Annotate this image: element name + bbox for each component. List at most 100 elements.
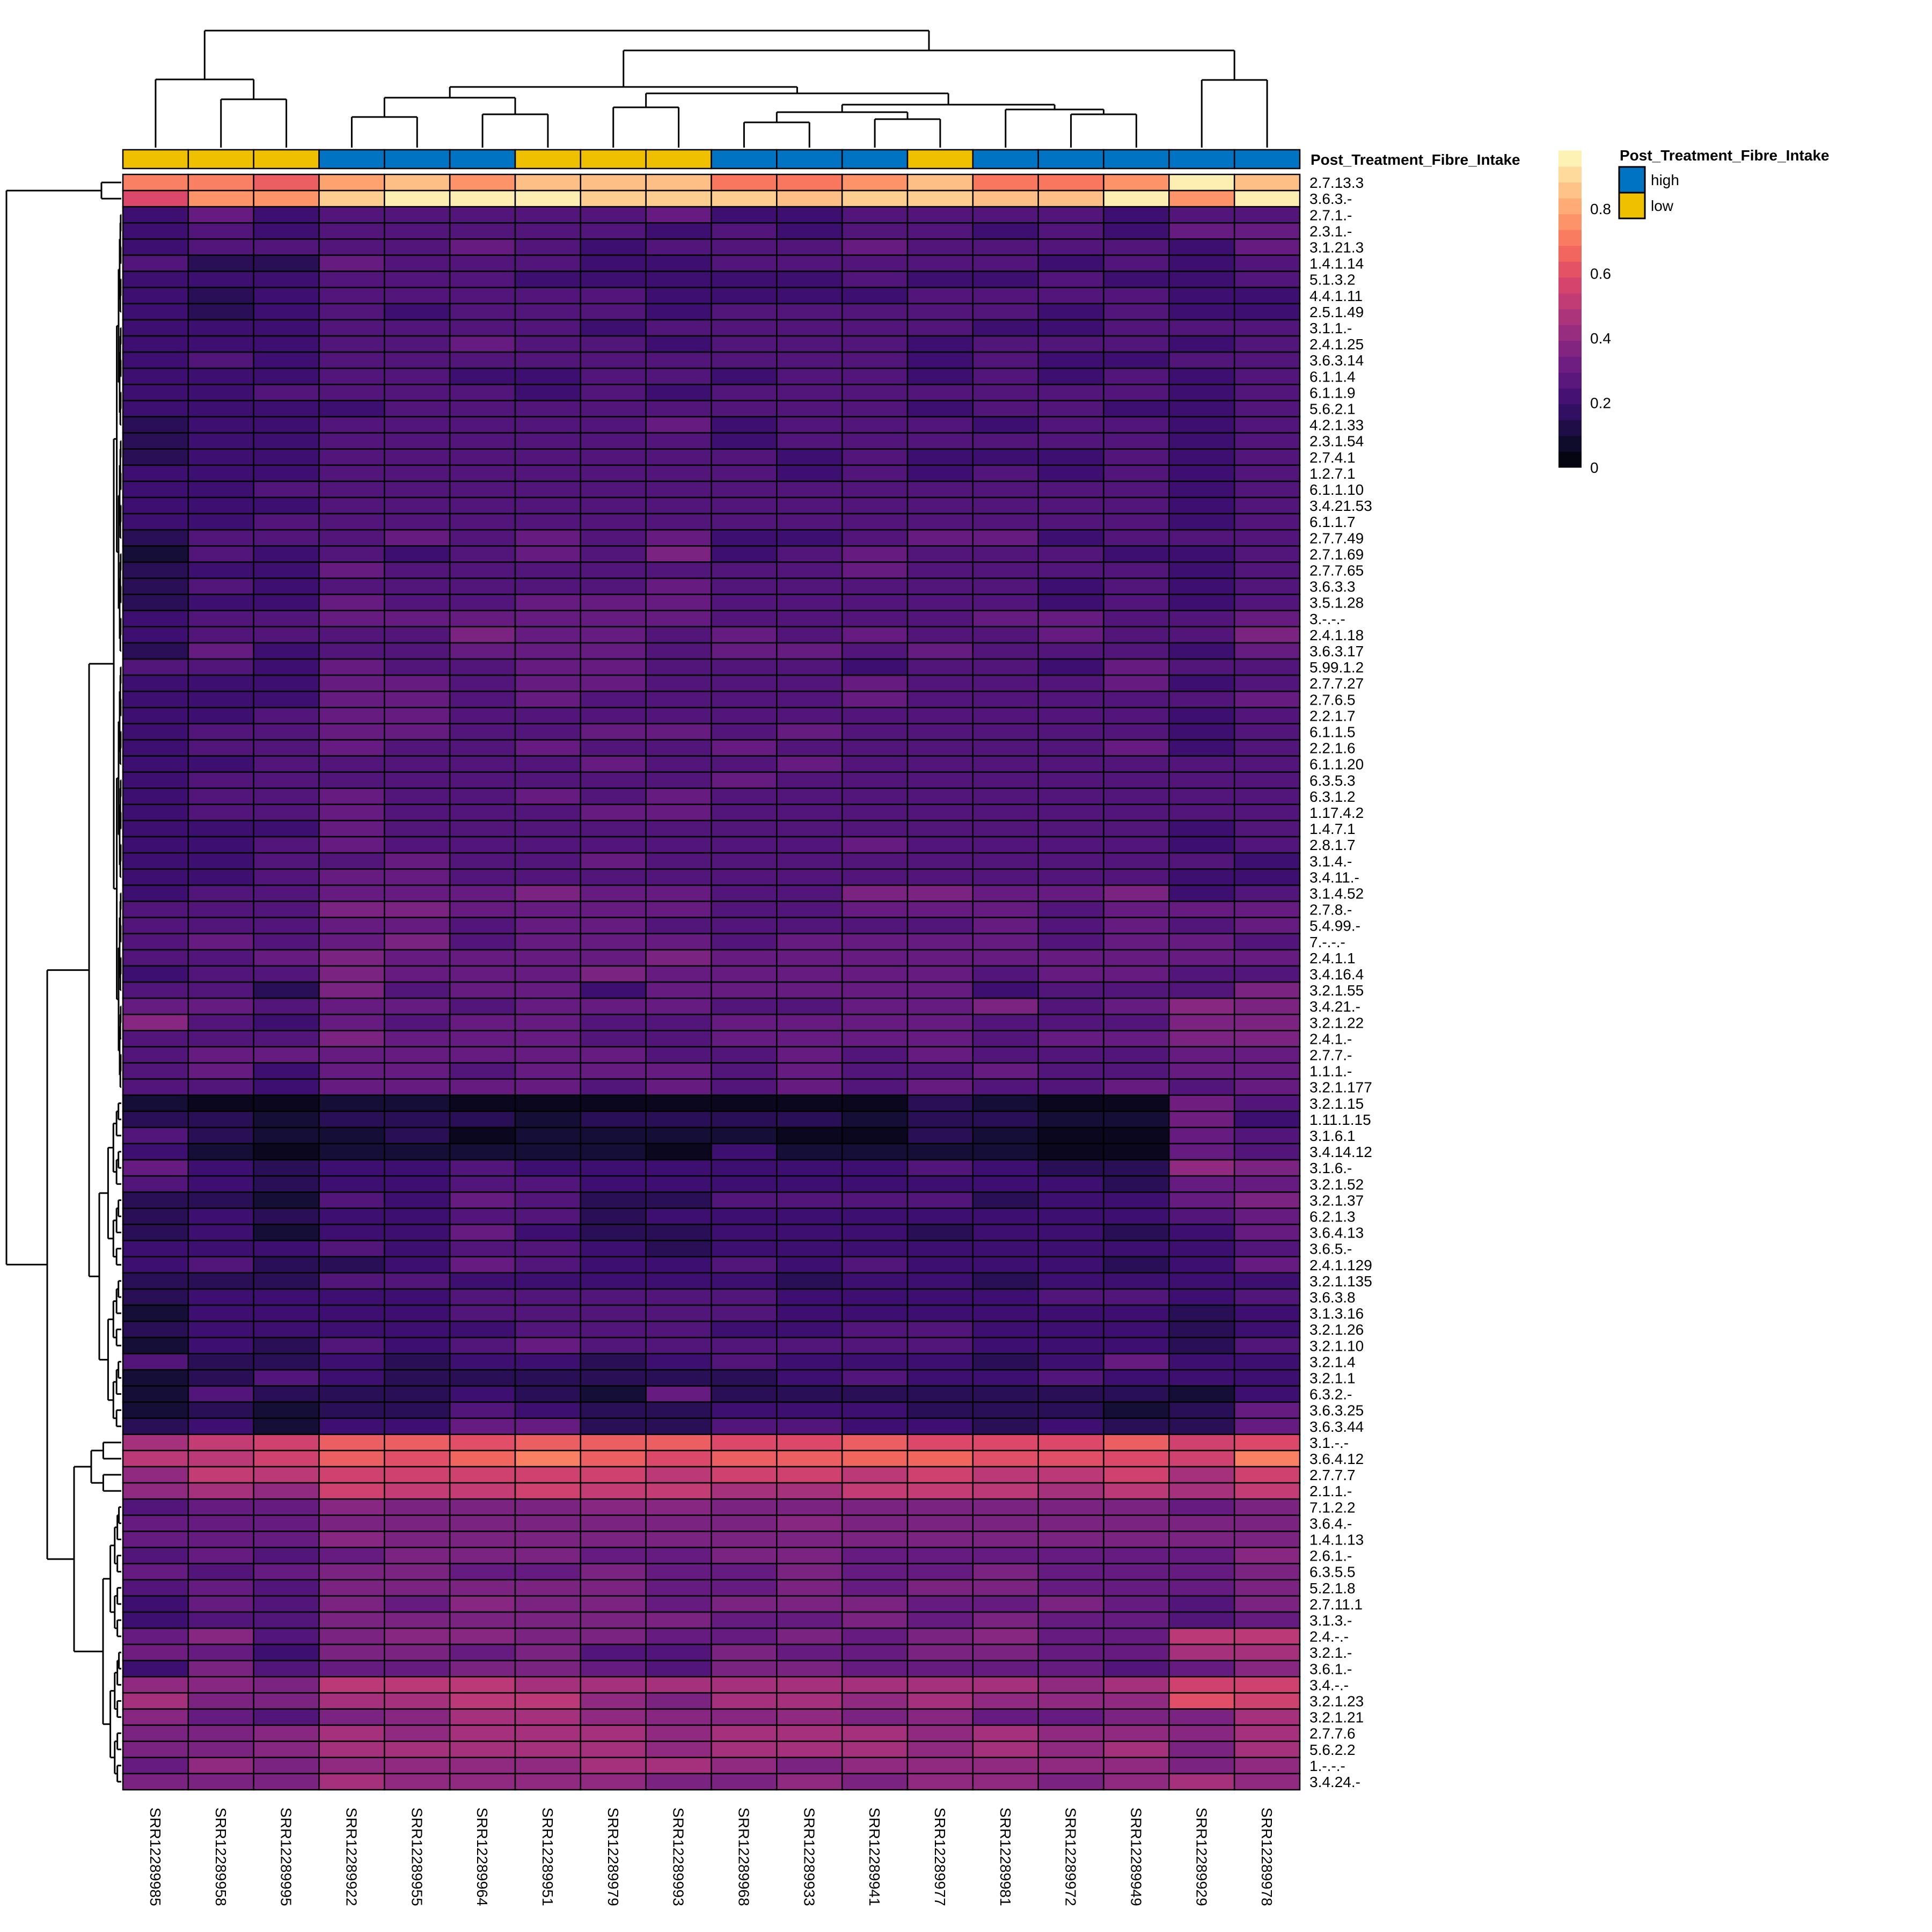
heatmap-cell (1233, 819, 1301, 838)
heatmap-cell (253, 1126, 320, 1145)
heatmap-cell (580, 642, 647, 660)
heatmap-cell (580, 1030, 647, 1048)
heatmap-cell (514, 1385, 582, 1403)
legend-level-label: high (1651, 172, 1679, 188)
heatmap-cell (253, 1272, 320, 1290)
heatmap-cell (580, 868, 647, 886)
heatmap-cell (122, 351, 189, 369)
row-label: 6.2.1.3 (1309, 1208, 1356, 1225)
heatmap-cell (841, 1288, 909, 1306)
heatmap-cell (1037, 723, 1104, 741)
heatmap-cell (253, 933, 320, 951)
heatmap-cell (449, 1757, 516, 1775)
heatmap-cell (384, 787, 451, 806)
heatmap-cell (972, 1159, 1039, 1177)
heatmap-cell (1168, 610, 1235, 628)
heatmap-cell (318, 254, 385, 272)
heatmap-cell (1233, 335, 1301, 353)
heatmap-cell (514, 819, 582, 838)
heatmap-cell (645, 1288, 712, 1306)
heatmap-cell (1103, 1708, 1170, 1726)
heatmap-cell (1103, 1676, 1170, 1694)
heatmap-cell (711, 416, 778, 434)
heatmap-cell (906, 464, 974, 482)
heatmap-cell (187, 173, 254, 192)
heatmap-cell (906, 1611, 974, 1629)
heatmap-cell (906, 1353, 974, 1371)
heatmap-cell (122, 868, 189, 886)
heatmap-cell (253, 416, 320, 434)
heatmap-cell (1037, 513, 1104, 531)
heatmap-cell (1168, 1143, 1235, 1161)
heatmap-cell (711, 1288, 778, 1306)
heatmap-cell (972, 254, 1039, 272)
heatmap-cell (711, 1433, 778, 1452)
heatmap-cell (1233, 1175, 1301, 1193)
heatmap-cell (384, 173, 451, 192)
heatmap-cell (253, 1191, 320, 1209)
heatmap-cell (514, 1208, 582, 1225)
heatmap-cell (449, 561, 516, 579)
heatmap-cell (580, 917, 647, 934)
heatmap-cell (514, 319, 582, 337)
column-label: SRR12289978 (1258, 1807, 1275, 1906)
heatmap-cell (318, 1482, 385, 1500)
heatmap-cell (449, 1224, 516, 1241)
heatmap-cell (841, 739, 909, 757)
heatmap-cell (580, 335, 647, 353)
heatmap-cell (906, 1143, 974, 1161)
heatmap-cell (253, 949, 320, 967)
heatmap-cell (1103, 981, 1170, 999)
heatmap-cell (122, 1563, 189, 1580)
row-label: 3.6.4.12 (1309, 1451, 1364, 1467)
heatmap-cell (1233, 771, 1301, 789)
heatmap-cell (187, 1110, 254, 1129)
heatmap-cell (187, 1030, 254, 1048)
heatmap-cell (841, 287, 909, 305)
heatmap-cell (580, 884, 647, 902)
heatmap-cell (253, 1256, 320, 1274)
heatmap-cell (384, 1547, 451, 1564)
heatmap-cell (906, 1126, 974, 1145)
heatmap-cell (318, 1773, 385, 1791)
heatmap-cell (187, 1627, 254, 1645)
heatmap-cell (384, 416, 451, 434)
row-label: 2.7.8.- (1309, 902, 1352, 918)
heatmap-cell (1037, 1724, 1104, 1742)
heatmap-cell (318, 529, 385, 547)
heatmap-cell (1233, 1433, 1301, 1452)
heatmap-cell (514, 173, 582, 192)
heatmap-cell (384, 1643, 451, 1662)
heatmap-cell (711, 965, 778, 983)
heatmap-cell (384, 529, 451, 547)
heatmap-cell (776, 1724, 843, 1742)
heatmap-cell (1233, 997, 1301, 1015)
heatmap-cell (514, 222, 582, 240)
heatmap-cell (776, 1336, 843, 1355)
heatmap-cell (449, 707, 516, 724)
heatmap-cell (580, 690, 647, 708)
heatmap-cell (972, 1385, 1039, 1403)
heatmap-cell (187, 416, 254, 434)
row-label: 3.2.1.55 (1309, 982, 1364, 999)
heatmap-cell (1168, 448, 1235, 466)
heatmap-cell (1168, 303, 1235, 321)
heatmap-cell (645, 448, 712, 466)
heatmap-cell (318, 287, 385, 305)
heatmap-cell (841, 1676, 909, 1694)
heatmap-cell (384, 997, 451, 1015)
heatmap-cell (449, 529, 516, 547)
heatmap-cell (122, 1482, 189, 1500)
heatmap-cell (906, 270, 974, 288)
heatmap-cell (122, 1110, 189, 1129)
annotation-cell-low (906, 149, 974, 170)
heatmap-cell (841, 1094, 909, 1113)
heatmap-cell (711, 303, 778, 321)
heatmap-cell (1233, 1385, 1301, 1403)
heatmap-cell (645, 270, 712, 288)
heatmap-cell (906, 400, 974, 418)
heatmap-cell (841, 561, 909, 579)
heatmap-cell (122, 254, 189, 272)
heatmap-cell (187, 1208, 254, 1225)
heatmap-cell (514, 658, 582, 676)
